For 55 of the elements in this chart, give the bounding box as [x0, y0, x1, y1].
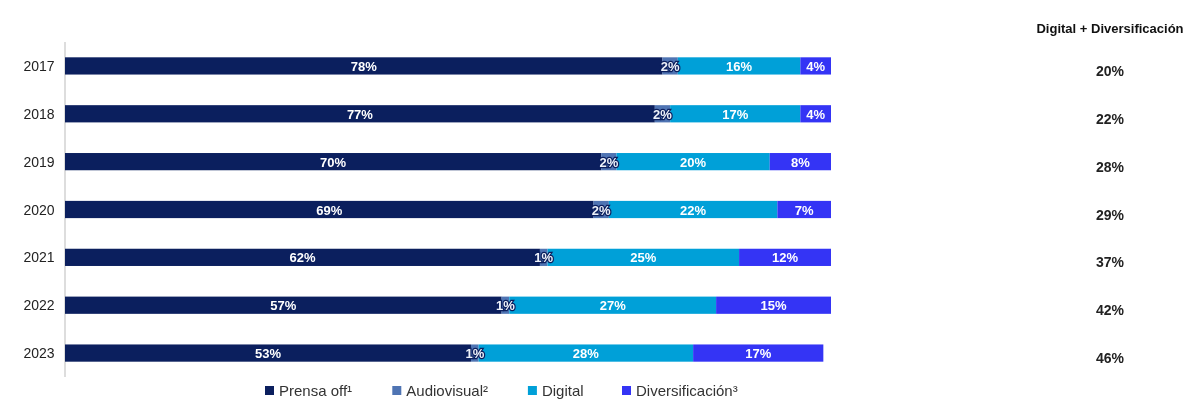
bar — [693, 344, 824, 362]
data-label: 8% — [790, 154, 811, 170]
data-label: 1% — [534, 250, 554, 266]
text: 20% — [1095, 62, 1125, 79]
data-label: 53% — [254, 346, 282, 362]
data-label: 20% — [680, 154, 707, 170]
y-tick-label: 2017 — [23, 57, 55, 74]
y-tick-label: 2023 — [23, 345, 55, 362]
text: 46% — [1095, 350, 1125, 367]
legend-label: Digital — [541, 382, 584, 399]
data-label: 2% — [653, 106, 673, 122]
y-tick-label: 2019 — [23, 153, 55, 170]
y-tick-label: 2018 — [23, 105, 55, 122]
data-label: 70% — [320, 154, 347, 170]
bar — [65, 153, 602, 171]
data-label: 4% — [806, 106, 826, 122]
data-label: 77% — [346, 106, 374, 122]
text: Digital + Diversificación — [1036, 21, 1184, 36]
y-tick-label: 2021 — [23, 249, 55, 266]
y-tick-label: 2020 — [23, 201, 55, 218]
bar — [616, 153, 770, 171]
data-label: 17% — [722, 106, 749, 122]
data-label: 2% — [660, 58, 680, 74]
text: 28% — [1095, 158, 1125, 175]
data-label: 7% — [794, 202, 815, 218]
data-label: 12% — [772, 250, 799, 266]
data-label: 1% — [496, 298, 516, 314]
data-label: 62% — [289, 250, 316, 266]
data-label: 22% — [680, 202, 707, 218]
data-label: 25% — [630, 250, 657, 266]
data-label: 28% — [572, 346, 600, 362]
data-label: 2% — [591, 202, 612, 218]
bar — [65, 200, 594, 219]
y-tick-label: 2022 — [23, 297, 55, 314]
legend-label: Diversificación³ — [636, 382, 738, 399]
legend-label: Audiovisual² — [406, 382, 489, 399]
data-label: 1% — [465, 346, 485, 362]
bar — [65, 105, 655, 123]
text: 22% — [1095, 110, 1125, 127]
data-label: 78% — [350, 58, 378, 74]
data-label: 17% — [745, 346, 772, 362]
bar — [716, 296, 831, 314]
data-label: 57% — [270, 298, 297, 314]
data-label: 27% — [599, 298, 627, 314]
legend-label: Prensa off¹ — [279, 382, 353, 399]
data-label: 15% — [760, 298, 787, 314]
data-label: 4% — [806, 58, 826, 74]
bar — [670, 105, 801, 123]
text: 42% — [1095, 302, 1125, 319]
data-label: 2% — [599, 154, 619, 170]
data-label: 16% — [726, 58, 753, 74]
bar — [65, 57, 663, 75]
text: 29% — [1095, 206, 1125, 223]
data-label: 69% — [316, 202, 343, 218]
text: 37% — [1095, 254, 1125, 271]
